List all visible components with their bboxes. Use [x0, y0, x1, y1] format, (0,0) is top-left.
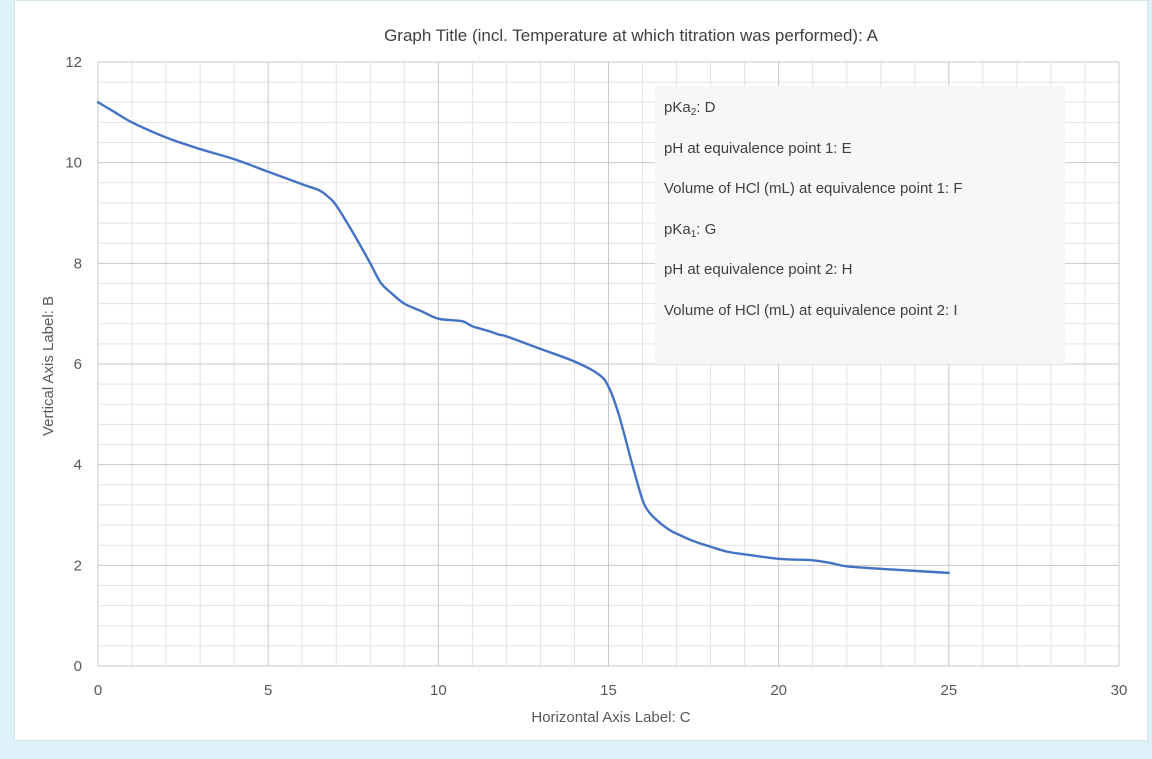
annotation-legend-box: pKa2: D pH at equivalence point 1: E Vol…	[655, 86, 1065, 364]
annotation-pka2-subscript: 2	[690, 107, 697, 118]
y-tick-label: 12	[65, 54, 82, 71]
y-tick-label: 4	[74, 457, 82, 474]
annotation-pka2: pKa2: D	[664, 97, 1065, 138]
y-tick-label: 10	[65, 155, 82, 172]
x-tick-label: 0	[94, 682, 102, 699]
annotation-pka1: pKa1: G	[664, 219, 1065, 260]
x-tick-labels: 0 5 10 15 20 25 30	[94, 682, 1128, 699]
x-tick-label: 5	[264, 682, 272, 699]
annotation-ph-eq2: pH at equivalence point 2: H	[664, 261, 853, 278]
y-tick-label: 8	[74, 255, 82, 272]
annotation-pka1-prefix: pKa	[664, 220, 691, 238]
y-tick-labels: 0 2 4 6 8 10 12	[65, 54, 82, 675]
annotation-pka2-suffix: : D	[696, 99, 716, 116]
x-tick-label: 15	[600, 682, 617, 699]
titration-curve-line	[96, 101, 951, 575]
annotation-pka2-prefix: pKa	[664, 99, 691, 116]
x-axis-title: Horizontal Axis Label: C	[531, 709, 690, 726]
y-tick-label: 2	[74, 557, 82, 574]
chart-frame: 0 5 10 15 20 25 30 0 2 4 6 8 10 12 Graph Title (incl…	[14, 0, 1148, 741]
chart-title: Graph Title (incl. Temperature at which …	[384, 26, 878, 45]
x-tick-label: 30	[1111, 682, 1128, 699]
annotation-ph-eq1: pH at equivalence point 1: E	[664, 139, 852, 157]
annotation-pka1-suffix: : G	[696, 220, 717, 238]
x-tick-label: 10	[430, 682, 447, 699]
y-tick-label: 0	[74, 658, 82, 675]
annotation-volume-eq1: Volume of HCl (mL) at equivalence point …	[664, 180, 963, 197]
annotation-pka1-subscript: 1	[690, 228, 697, 240]
annotation-volume-eq2: Volume of HCl (mL) at equivalence point …	[664, 301, 958, 319]
series-layer	[96, 101, 951, 575]
x-tick-label: 25	[940, 682, 957, 699]
x-tick-label: 20	[770, 682, 787, 699]
y-tick-label: 6	[74, 356, 82, 373]
y-axis-title: Vertical Axis Label: B	[40, 296, 57, 436]
